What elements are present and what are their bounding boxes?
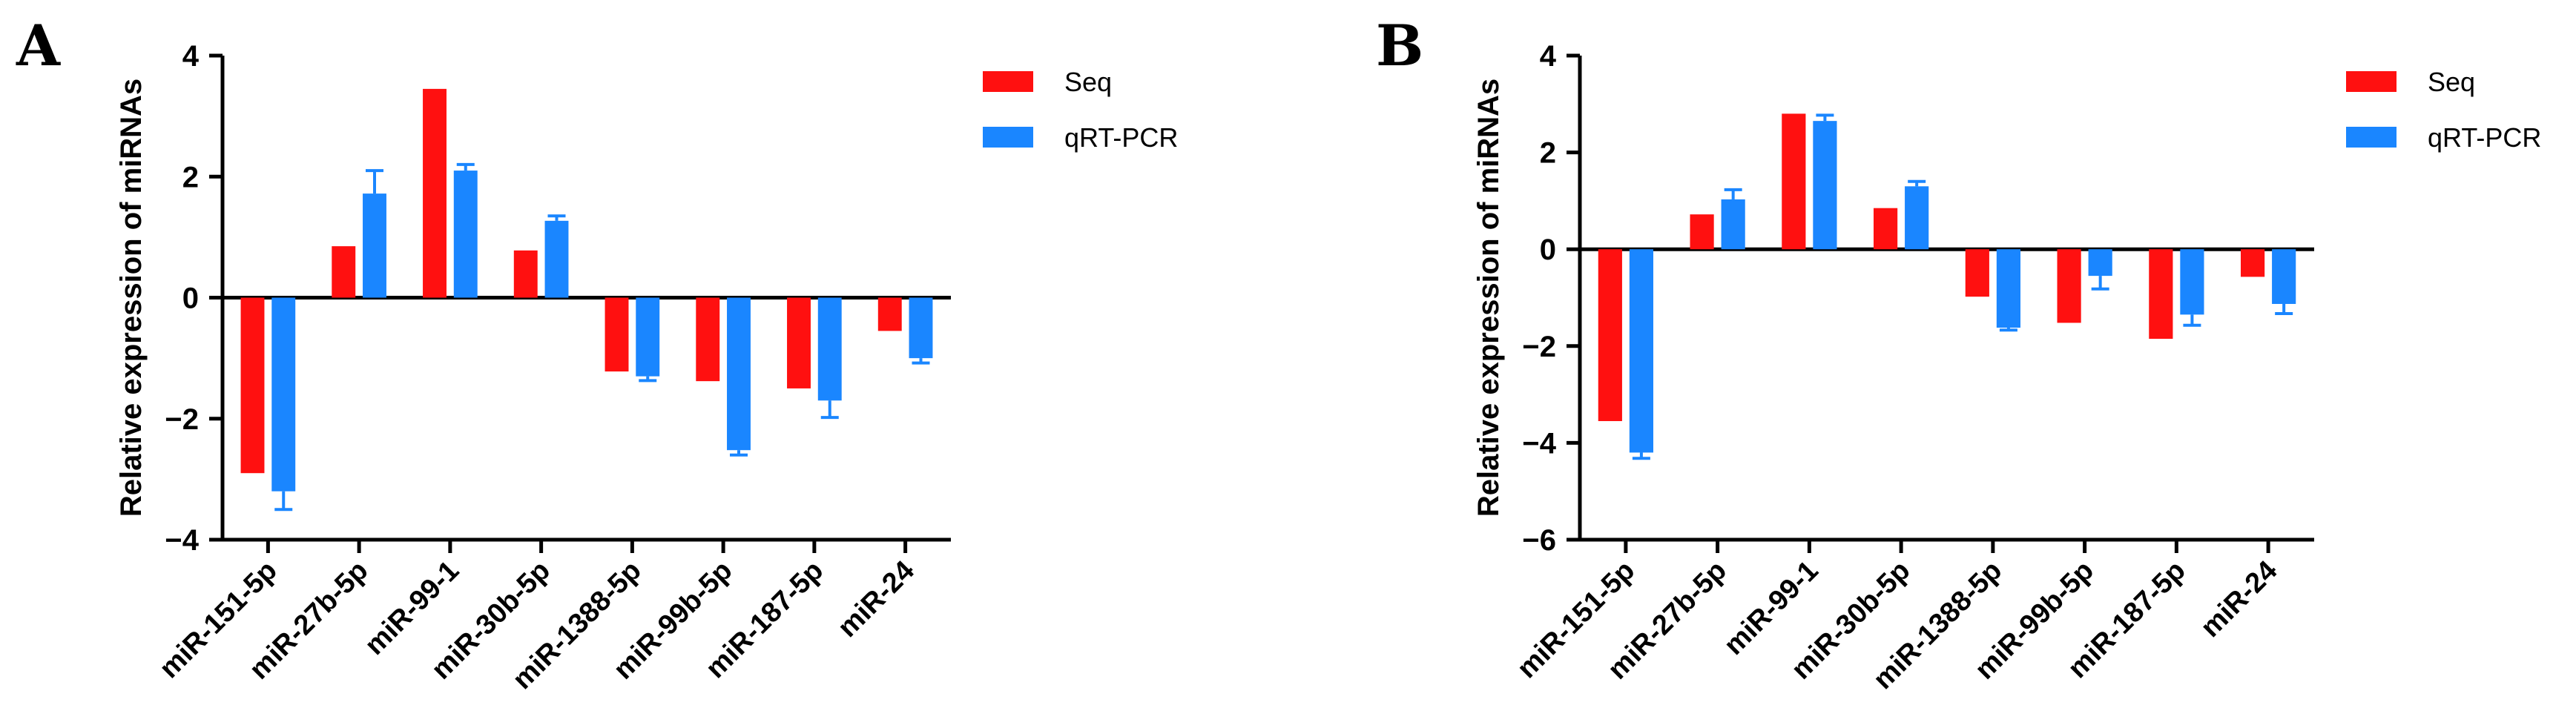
y-tick-label: 4	[182, 40, 200, 73]
legend-swatch	[2346, 127, 2397, 148]
panel-a: A 4 2 0 −2 −4 Relative expression of miRNAs miR…	[16, 13, 1178, 695]
panel-letter: B	[1376, 13, 1423, 79]
bar-qrt-pcr	[1905, 186, 1929, 250]
bar-seq	[696, 297, 720, 382]
legend-label: qRT-PCR	[2428, 122, 2541, 153]
bar-seq	[1690, 214, 1714, 250]
y-tick-label: 0	[182, 282, 199, 315]
x-tick-label: miR-24	[2195, 555, 2283, 643]
x-tick-label: miR-24	[832, 555, 920, 643]
bar-qrt-pcr	[1721, 199, 1745, 250]
bar-qrt-pcr	[1813, 121, 1837, 250]
legend-swatch	[983, 127, 1033, 148]
bar-seq	[423, 88, 447, 298]
bar-seq	[513, 250, 538, 298]
legend-label: qRT-PCR	[1064, 122, 1178, 153]
bar-qrt-pcr	[909, 297, 933, 359]
y-tick-label: −4	[1522, 427, 1556, 460]
bar-qrt-pcr	[2180, 249, 2204, 315]
bar-qrt-pcr	[544, 220, 569, 298]
y-tick-label: −6	[1522, 524, 1556, 557]
panel-letter: A	[16, 13, 61, 79]
bar-seq	[2241, 249, 2265, 277]
y-tick-label: −2	[1522, 331, 1556, 363]
bar-qrt-pcr	[2088, 249, 2112, 277]
y-tick-label: −2	[165, 403, 199, 436]
legend-label: Seq	[2428, 67, 2475, 97]
y-axis-label: Relative expression of miRNAs	[1472, 79, 1505, 517]
bar-seq	[877, 297, 902, 331]
bar-seq	[332, 246, 356, 298]
bar-seq	[787, 297, 811, 388]
y-axis-label: Relative expression of miRNAs	[115, 79, 148, 517]
bar-seq	[1598, 249, 1622, 422]
y-tick-label: 0	[1540, 234, 1556, 266]
bar-seq	[1965, 249, 1989, 297]
bar-qrt-pcr	[1996, 249, 2020, 328]
bar-seq	[1874, 208, 1898, 250]
legend-label: Seq	[1064, 67, 1112, 97]
bar-qrt-pcr	[453, 171, 478, 298]
bar-qrt-pcr	[817, 297, 842, 401]
bar-seq	[1782, 113, 1806, 250]
bar-seq	[240, 297, 265, 474]
bar-qrt-pcr	[271, 297, 296, 492]
bar-qrt-pcr	[727, 297, 751, 451]
bar-qrt-pcr	[636, 297, 660, 377]
y-tick-label: −4	[165, 524, 199, 557]
bar-qrt-pcr	[363, 193, 386, 298]
y-tick-label: 2	[182, 161, 199, 193]
bar-seq	[605, 297, 629, 372]
bar-seq	[2057, 249, 2081, 323]
bar-qrt-pcr	[1629, 249, 1653, 453]
bar-seq	[2149, 249, 2173, 340]
y-tick-label: 4	[1540, 40, 1557, 73]
bar-qrt-pcr	[2272, 249, 2296, 304]
y-tick-label: 2	[1540, 137, 1556, 170]
panel-b: B 4 2 0 −2 −4 −6 Relative expression of miRNAs m…	[1376, 13, 2541, 695]
legend-swatch	[2346, 71, 2397, 92]
legend-swatch	[983, 71, 1033, 92]
